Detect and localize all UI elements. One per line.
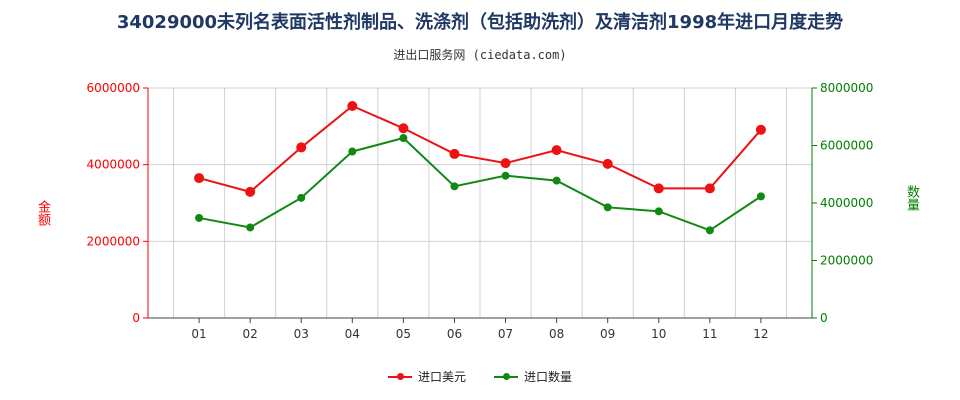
legend-swatch-usd — [387, 372, 412, 380]
x-axis-tick-label: 01 — [191, 327, 206, 341]
legend-label-usd: 进口美元 — [417, 370, 466, 384]
series-1-point — [398, 123, 409, 134]
legend: 进口美元 进口数量 — [0, 368, 960, 385]
series-1-point — [449, 148, 460, 159]
series-1-point — [551, 145, 562, 156]
y-axis-right-tick-label: 0 — [820, 311, 828, 325]
series-2-point — [195, 213, 204, 222]
legend-item-usd[interactable]: 进口美元 — [387, 368, 466, 385]
x-axis-tick-label: 04 — [345, 327, 360, 341]
chart-title: 34029000未列名表面活性剂制品、洗涤剂（包括助洗剂）及清洁剂1998年进口… — [116, 12, 844, 33]
y-axis-right-tick-label: 4000000 — [820, 196, 873, 210]
series-2-point — [399, 134, 408, 143]
y-axis-left-tick-label: 0 — [132, 311, 140, 325]
series-2-point — [450, 182, 459, 191]
y-axis-right-tick-label: 2000000 — [820, 254, 873, 268]
x-axis-tick-label: 07 — [498, 327, 513, 341]
y-axis-left-tick-label: 6000000 — [87, 81, 140, 95]
x-axis-tick-label: 12 — [753, 327, 768, 341]
x-axis-tick-label: 02 — [243, 327, 258, 341]
x-axis-tick-label: 03 — [294, 327, 309, 341]
series-2-point — [756, 192, 765, 201]
series-1-point — [245, 186, 256, 197]
series-line-2 — [198, 136, 762, 232]
x-axis-tick-label: 09 — [600, 327, 615, 341]
y-axis-left-tick-label: 4000000 — [87, 158, 140, 172]
series-2-point — [501, 171, 510, 180]
series-2-point — [603, 203, 612, 212]
series-1-point — [704, 183, 715, 194]
series-2-point — [552, 176, 561, 185]
series-1-point — [296, 142, 307, 153]
x-axis-tick-label: 11 — [702, 327, 717, 341]
x-axis-tick-label: 10 — [651, 327, 666, 341]
series-1-point — [347, 101, 358, 112]
series-1-point — [194, 173, 205, 184]
series-2-point — [246, 223, 255, 232]
y-axis-right-tick-label: 6000000 — [820, 139, 873, 153]
series-1-point — [500, 158, 511, 169]
x-axis-tick-label: 05 — [396, 327, 411, 341]
x-axis-tick-label: 06 — [447, 327, 462, 341]
legend-swatch-qty — [494, 372, 518, 380]
x-axis-tick-label: 08 — [549, 327, 564, 341]
legend-item-qty[interactable]: 进口数量 — [494, 368, 572, 385]
series-line-1 — [198, 104, 762, 193]
series-1-point — [653, 183, 664, 194]
y-axis-left-label: 金额 — [35, 200, 50, 226]
y-axis-right-tick-label: 8000000 — [820, 81, 873, 95]
series-2-point — [348, 147, 357, 156]
series-2-point — [297, 193, 306, 202]
y-axis-right-label: 数量 — [904, 185, 919, 211]
series-1-point — [755, 124, 766, 135]
legend-label-qty: 进口数量 — [524, 370, 573, 384]
series-1-point — [602, 158, 613, 169]
chart-subtitle: 进出口服务网 (ciedata.com) — [393, 48, 567, 62]
series-2-point — [654, 207, 663, 216]
series-2-point — [705, 226, 714, 235]
y-axis-left-tick-label: 2000000 — [87, 234, 140, 248]
